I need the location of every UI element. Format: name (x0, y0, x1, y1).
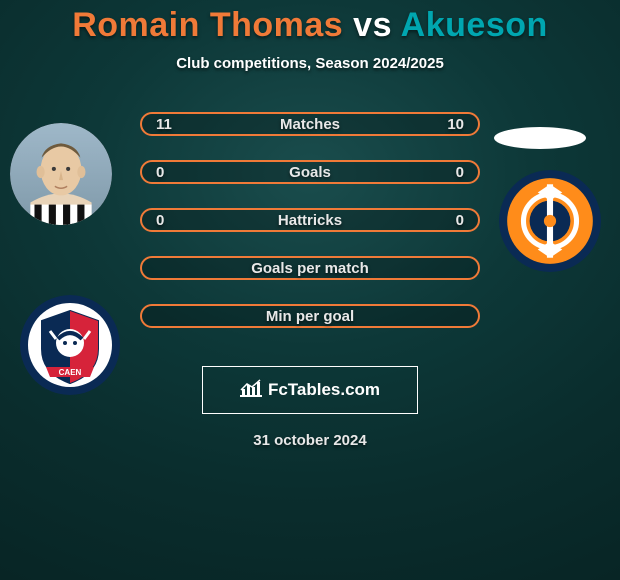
player1-avatar (10, 123, 112, 225)
stat-row: Min per goal (140, 304, 480, 328)
page-title: Romain Thomas vs Akueson (72, 6, 548, 45)
club2-badge (499, 170, 601, 272)
date-text: 31 october 2024 (253, 432, 366, 449)
svg-text:CAEN: CAEN (59, 368, 82, 377)
bar-chart-icon (240, 379, 262, 402)
player2-placeholder-oval (494, 127, 586, 149)
stat-value-right: 0 (456, 212, 464, 229)
stat-row: 0 Hattricks 0 (140, 208, 480, 232)
stat-row: 11 Matches 10 (140, 112, 480, 136)
stat-value-right: 0 (456, 164, 464, 181)
club2-badge-svg (499, 170, 601, 272)
title-vs: vs (353, 6, 392, 44)
club1-badge: CAEN (20, 295, 120, 395)
stat-value-right: 10 (447, 116, 464, 133)
player1-avatar-svg (10, 123, 112, 225)
title-player2: Akueson (401, 6, 548, 44)
subtitle: Club competitions, Season 2024/2025 (176, 55, 444, 72)
stat-label: Goals per match (251, 260, 369, 277)
content-wrapper: Romain Thomas vs Akueson Club competitio… (0, 0, 620, 580)
brand-text: FcTables.com (268, 380, 380, 400)
stat-row: Goals per match (140, 256, 480, 280)
stat-row: 0 Goals 0 (140, 160, 480, 184)
brand-box: FcTables.com (202, 366, 418, 414)
title-player1: Romain Thomas (72, 6, 343, 44)
stat-value-left: 0 (156, 212, 164, 229)
club1-badge-svg: CAEN (20, 295, 120, 395)
stat-label: Min per goal (266, 308, 354, 325)
stat-label: Goals (289, 164, 331, 181)
stat-value-left: 11 (156, 116, 172, 133)
stats-list: 11 Matches 10 0 Goals 0 0 Hattricks 0 Goals per m… (140, 112, 480, 328)
stat-label: Hattricks (278, 212, 342, 229)
stat-label: Matches (280, 116, 340, 133)
stat-value-left: 0 (156, 164, 164, 181)
